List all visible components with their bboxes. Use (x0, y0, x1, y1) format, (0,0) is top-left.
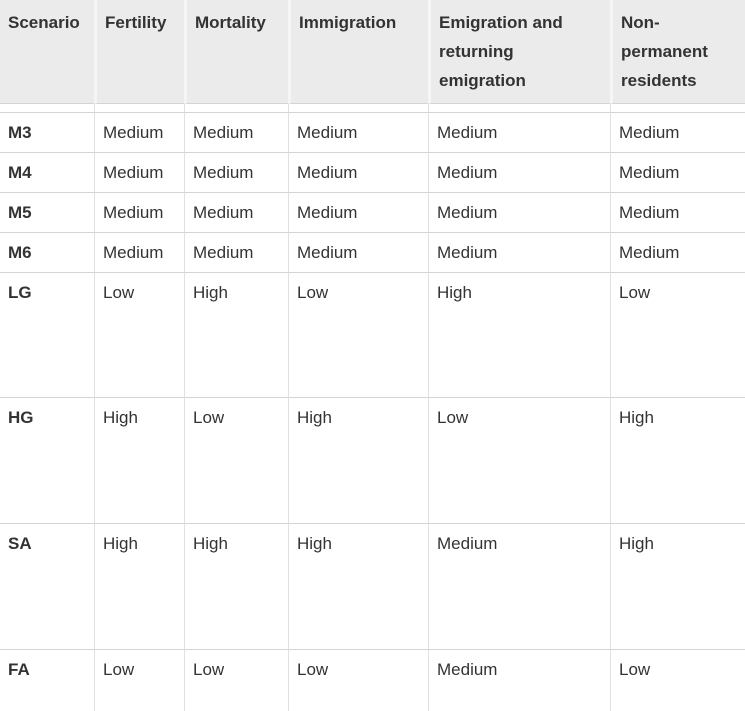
value-cell: Medium (94, 193, 184, 233)
value-cell: High (428, 273, 610, 398)
column-header-label: Mortality (195, 13, 266, 32)
value-cell: Medium (610, 193, 745, 233)
column-header-label: Scenario (8, 13, 80, 32)
value-cell: Medium (184, 193, 288, 233)
value-cell: Medium (428, 153, 610, 193)
value-cell: Low (288, 650, 428, 711)
column-header-immigration: Immigration (288, 0, 428, 104)
value-cell: Medium (184, 113, 288, 153)
scenario-cell: FA (0, 650, 94, 711)
value-cell: Medium (428, 113, 610, 153)
value-cell: Medium (610, 233, 745, 273)
table-row: LG Low High Low High Low (0, 273, 745, 398)
value-cell: High (288, 398, 428, 524)
value-cell: Medium (428, 650, 610, 711)
scenario-cell: M3 (0, 113, 94, 153)
column-header-non-permanent: Non-permanent residents (610, 0, 745, 104)
value-cell: Medium (94, 113, 184, 153)
value-cell: Low (184, 398, 288, 524)
column-header-scenario: Scenario (0, 0, 94, 104)
value-cell: Medium (184, 153, 288, 193)
table-row: M5 Medium Medium Medium Medium Medium (0, 193, 745, 233)
table-row: M3 Medium Medium Medium Medium Medium (0, 113, 745, 153)
header-row: Scenario Fertility Mortality Immigration… (0, 0, 745, 104)
value-cell: High (610, 524, 745, 650)
value-cell: Medium (288, 193, 428, 233)
value-cell: Medium (94, 153, 184, 193)
value-cell: Medium (288, 153, 428, 193)
value-cell: High (288, 524, 428, 650)
value-cell: Low (184, 650, 288, 711)
value-cell: Medium (288, 233, 428, 273)
column-header-label: Immigration (299, 13, 397, 32)
column-header-emigration: Emigration and returning emigration (428, 0, 610, 104)
value-cell: Medium (184, 233, 288, 273)
value-cell: Low (94, 273, 184, 398)
value-cell: Medium (288, 113, 428, 153)
column-header-label: Emigration and returning emigration (439, 13, 563, 90)
scenario-cell: M6 (0, 233, 94, 273)
column-header-fertility: Fertility (94, 0, 184, 104)
value-cell: Medium (610, 153, 745, 193)
value-cell: Low (94, 650, 184, 711)
partial-clipped-row (0, 104, 745, 113)
value-cell: Medium (94, 233, 184, 273)
scenario-cell: LG (0, 273, 94, 398)
column-header-label: Fertility (105, 13, 167, 32)
value-cell: Low (610, 273, 745, 398)
table-row: HG High Low High Low High (0, 398, 745, 524)
value-cell: Medium (428, 233, 610, 273)
value-cell: Medium (428, 524, 610, 650)
column-header-label: Non-permanent residents (621, 13, 708, 90)
value-cell: High (184, 273, 288, 398)
value-cell: High (184, 524, 288, 650)
table-row: M4 Medium Medium Medium Medium Medium (0, 153, 745, 193)
scenario-cell: SA (0, 524, 94, 650)
value-cell: Medium (428, 193, 610, 233)
scenario-cell: HG (0, 398, 94, 524)
value-cell: Medium (610, 113, 745, 153)
value-cell: High (94, 524, 184, 650)
table-row: FA Low Low Low Medium Low (0, 650, 745, 711)
scenario-cell: M4 (0, 153, 94, 193)
value-cell: Low (610, 650, 745, 711)
column-header-mortality: Mortality (184, 0, 288, 104)
value-cell: High (94, 398, 184, 524)
table-row: M6 Medium Medium Medium Medium Medium (0, 233, 745, 273)
table-row: SA High High High Medium High (0, 524, 745, 650)
scenario-cell: M5 (0, 193, 94, 233)
value-cell: High (610, 398, 745, 524)
value-cell: Low (288, 273, 428, 398)
value-cell: Low (428, 398, 610, 524)
